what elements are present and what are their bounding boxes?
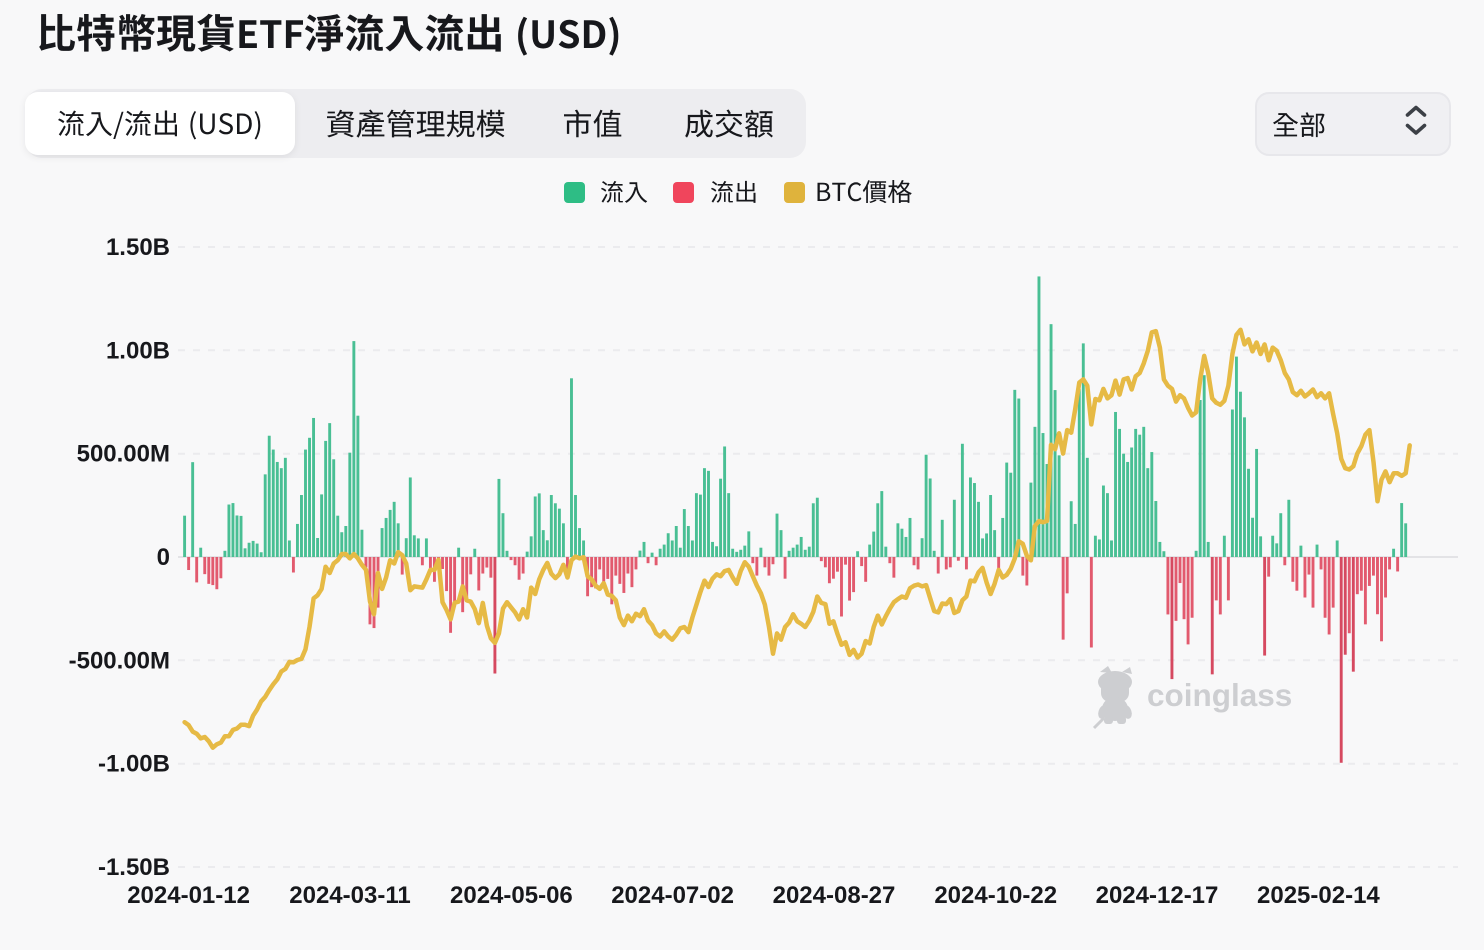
svg-text:-1.50B: -1.50B — [98, 854, 170, 881]
svg-text:2024-01-12: 2024-01-12 — [127, 882, 250, 909]
svg-text:2024-12-17: 2024-12-17 — [1096, 882, 1219, 909]
svg-text:1.50B: 1.50B — [106, 234, 170, 261]
svg-text:2024-03-11: 2024-03-11 — [289, 882, 410, 909]
svg-text:2024-07-02: 2024-07-02 — [611, 882, 734, 909]
svg-text:2024-08-27: 2024-08-27 — [773, 882, 896, 909]
svg-text:-500.00M: -500.00M — [69, 647, 170, 674]
svg-text:2025-02-14: 2025-02-14 — [1257, 882, 1380, 909]
svg-text:2024-05-06: 2024-05-06 — [450, 882, 573, 909]
svg-text:coinglass: coinglass — [1147, 677, 1292, 713]
svg-text:0: 0 — [157, 544, 170, 571]
svg-text:500.00M: 500.00M — [77, 441, 170, 468]
svg-text:2024-10-22: 2024-10-22 — [934, 882, 1057, 909]
svg-text:-1.00B: -1.00B — [98, 751, 170, 778]
svg-text:1.00B: 1.00B — [106, 337, 170, 364]
